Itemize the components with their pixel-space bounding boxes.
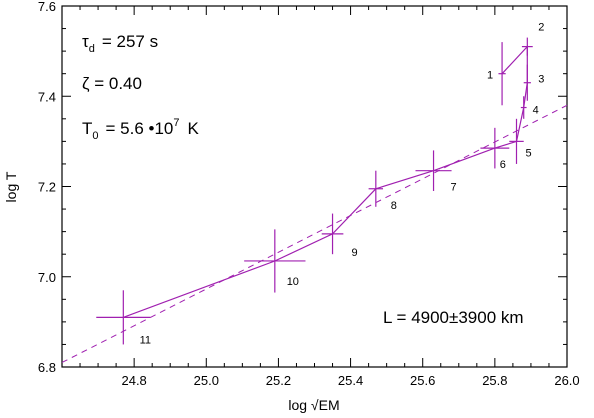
axis-tick-labels: 24.8 25.0 25.2 25.4 25.6 25.8 26.0 6.8 7.0 7.2 7.4… <box>38 0 580 388</box>
point-label: 6 <box>500 159 506 171</box>
point-labels: 1 2 3 4 5 6 7 8 9 10 11 <box>140 22 545 347</box>
t0-subscript: 0 <box>92 130 98 142</box>
t0-value: = 5.6 •10 <box>106 119 174 138</box>
tau-annotation: τd = 257 s <box>82 32 158 55</box>
tau-value: = 257 s <box>102 32 158 51</box>
point-label: 1 <box>487 70 493 82</box>
point-label: 4 <box>533 105 539 117</box>
length-annotation: L = 4900±3900 km <box>383 308 524 327</box>
point-label: 8 <box>391 200 397 212</box>
x-tick-label: 25.4 <box>338 373 363 388</box>
t0-unit: K <box>188 119 200 138</box>
x-tick-label: 25.8 <box>482 373 507 388</box>
series-line <box>123 45 528 318</box>
t0-exponent: 7 <box>173 117 179 129</box>
zeta-annotation: ζ = 0.40 <box>82 74 142 93</box>
point-label: 9 <box>351 247 357 259</box>
tau-subscript: d <box>89 43 95 55</box>
t0-symbol: T <box>82 119 92 138</box>
y-tick-label: 7.4 <box>38 89 56 104</box>
point-label: 2 <box>538 22 544 34</box>
x-tick-label: 24.8 <box>121 373 146 388</box>
y-tick-label: 7.0 <box>38 270 56 285</box>
x-tick-label: 25.2 <box>266 373 291 388</box>
x-tick-label: 25.6 <box>410 373 435 388</box>
t0-annotation: T0 = 5.6 •107 K <box>82 117 200 142</box>
point-label: 10 <box>287 276 299 288</box>
point-label: 11 <box>140 334 151 346</box>
axis-ticks <box>61 5 568 368</box>
point-label: 7 <box>450 182 456 194</box>
point-label: 5 <box>525 147 531 159</box>
x-axis-title: log √EM <box>288 397 339 413</box>
y-tick-label: 7.6 <box>38 0 56 14</box>
error-bars <box>96 37 533 345</box>
tau-symbol: τ <box>82 32 89 51</box>
x-tick-label: 26.0 <box>554 373 579 388</box>
y-axis-title: log T <box>3 171 19 202</box>
x-tick-label: 25.0 <box>194 373 219 388</box>
y-tick-label: 6.8 <box>38 360 56 375</box>
y-tick-label: 7.2 <box>38 180 56 195</box>
point-label: 3 <box>538 74 544 86</box>
data-series <box>123 45 528 318</box>
